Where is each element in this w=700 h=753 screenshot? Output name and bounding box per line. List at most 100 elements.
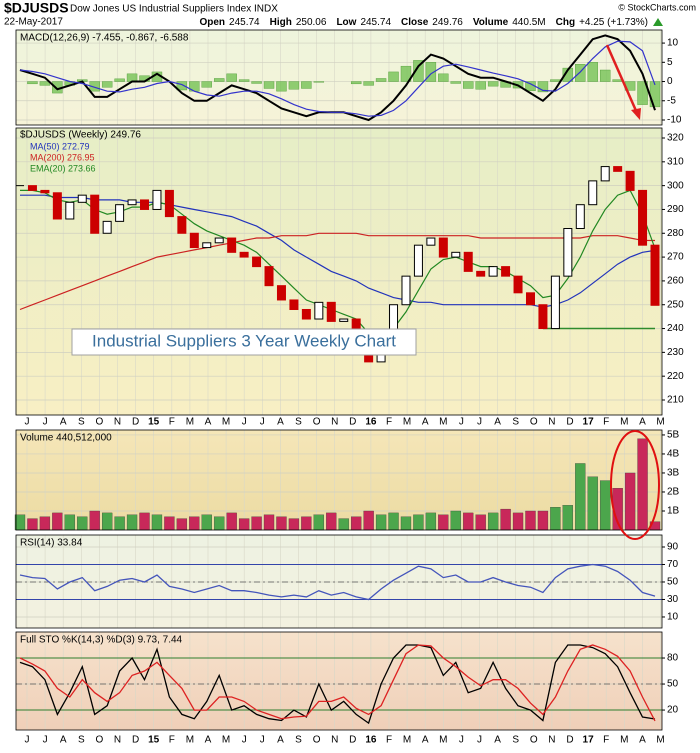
panel-background — [16, 632, 662, 730]
quote-value: 245.74 — [229, 17, 260, 28]
candle — [239, 251, 249, 258]
candle — [27, 185, 37, 191]
x-tick-label: M — [186, 735, 194, 746]
volume-bar — [463, 512, 474, 531]
red-ellipse — [610, 430, 660, 540]
legend: Volume 440,512,000 — [20, 433, 112, 444]
up-triangle — [653, 18, 663, 26]
histogram-bar — [487, 81, 499, 87]
legend: Full STO %K(14,3) %D(3) 9.73, 7.44 — [20, 635, 183, 646]
x-tick-label: A — [205, 417, 212, 428]
histogram-bar — [201, 81, 212, 88]
panel-border — [15, 631, 663, 731]
candle — [413, 244, 423, 277]
candle — [438, 237, 448, 258]
volume-bar — [400, 516, 412, 531]
x-tick-label: D — [132, 735, 139, 746]
volume-bar — [438, 514, 449, 531]
volume-bar — [189, 516, 200, 531]
candle — [339, 318, 349, 322]
histogram-bar — [313, 81, 325, 83]
x-tick-label: F — [386, 417, 392, 428]
histogram-bar — [101, 81, 113, 88]
y-tick-label: 0 — [667, 76, 673, 87]
histogram-bar — [176, 81, 188, 91]
histogram-bar — [637, 81, 648, 105]
series-line — [19, 644, 656, 725]
volume-bar — [425, 512, 437, 531]
y-tick-label: 2B — [667, 487, 680, 498]
volume-bar — [226, 512, 237, 531]
histogram-bar — [301, 81, 312, 89]
legend: $DJUSDS (Weekly) 249.76 — [20, 130, 141, 141]
volume-bar — [313, 514, 324, 531]
panel-border — [15, 429, 663, 531]
symbol: $DJUSDS — [4, 0, 69, 16]
x-tick-label: F — [603, 417, 609, 428]
volume-bar — [139, 512, 150, 531]
series-line — [19, 563, 656, 601]
quote: Open 245.74 High 250.06 Low 245.74 Close 249.76… — [199, 17, 648, 28]
volume-bar — [39, 516, 51, 531]
volume-bar — [89, 510, 100, 531]
candle — [476, 270, 486, 277]
volume-bar — [550, 507, 561, 531]
candle — [563, 228, 573, 277]
x-tick-label: M — [656, 417, 664, 428]
candle — [252, 256, 262, 268]
candle — [40, 189, 50, 194]
series-line — [20, 189, 656, 337]
candle — [501, 266, 511, 277]
volume-bar — [164, 516, 175, 531]
volume-bar — [64, 514, 75, 531]
histogram-bar — [550, 79, 561, 82]
x-tick-label: O — [530, 417, 538, 428]
candle — [625, 170, 635, 191]
x-tick-label: M — [656, 735, 664, 746]
volume-bar — [201, 514, 212, 531]
y-tick-label: 20 — [667, 705, 679, 716]
candle — [264, 266, 274, 287]
x-tick-label: 17 — [583, 417, 595, 428]
candle — [513, 275, 523, 294]
y-tick-label: 5 — [667, 57, 673, 68]
histogram-bar — [251, 81, 262, 84]
candle — [600, 166, 610, 182]
candle — [289, 299, 299, 310]
volume-bar — [413, 514, 424, 531]
x-tick-label: F — [386, 735, 392, 746]
quote-label: Chg — [556, 17, 575, 28]
candle — [426, 237, 436, 246]
quote-label: Open — [199, 17, 225, 28]
quote-value: 249.76 — [432, 17, 463, 28]
histogram-bar — [350, 81, 362, 85]
x-tick-label: O — [313, 735, 321, 746]
volume-bar — [77, 516, 88, 531]
x-tick-label: 16 — [365, 417, 377, 428]
x-tick-label: J — [260, 735, 265, 746]
quote-value: 245.74 — [360, 17, 391, 28]
x-tick-label: 16 — [365, 735, 377, 746]
x-tick-label: M — [186, 417, 194, 428]
y-tick-label: 5B — [667, 430, 680, 441]
histogram-bar — [363, 81, 374, 86]
quote-value: 440.5M — [512, 17, 545, 28]
histogram-bar — [214, 78, 225, 82]
x-tick-label: J — [477, 417, 482, 428]
x-tick-label: A — [205, 735, 212, 746]
histogram-bar — [463, 81, 474, 89]
x-tick-label: F — [603, 735, 609, 746]
candle — [650, 244, 660, 306]
x-tick-label: N — [331, 417, 338, 428]
x-tick-label: A — [494, 417, 501, 428]
histogram-bar — [562, 67, 574, 82]
y-tick-label: 3B — [667, 468, 680, 479]
y-tick-label: 230 — [667, 347, 684, 358]
candle — [326, 301, 336, 322]
candle — [488, 266, 498, 277]
candle — [525, 292, 535, 306]
volume-bar — [475, 514, 486, 531]
volume-bar — [288, 518, 300, 531]
y-tick-label: 260 — [667, 276, 684, 287]
